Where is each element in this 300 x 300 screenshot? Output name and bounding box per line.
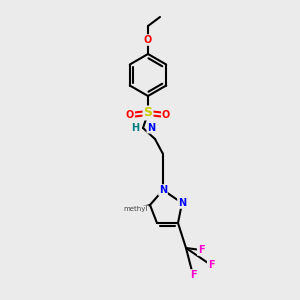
Text: F: F [198, 245, 204, 255]
Text: F: F [208, 260, 214, 270]
Text: methyl: methyl [124, 206, 148, 212]
Text: O: O [126, 110, 134, 120]
Text: O: O [162, 110, 170, 120]
Text: F: F [190, 270, 196, 280]
Text: O: O [144, 35, 152, 45]
Text: S: S [143, 106, 152, 119]
Text: N: N [147, 123, 155, 133]
Text: H: H [131, 123, 139, 133]
Text: N: N [159, 185, 167, 195]
Text: N: N [178, 198, 186, 208]
